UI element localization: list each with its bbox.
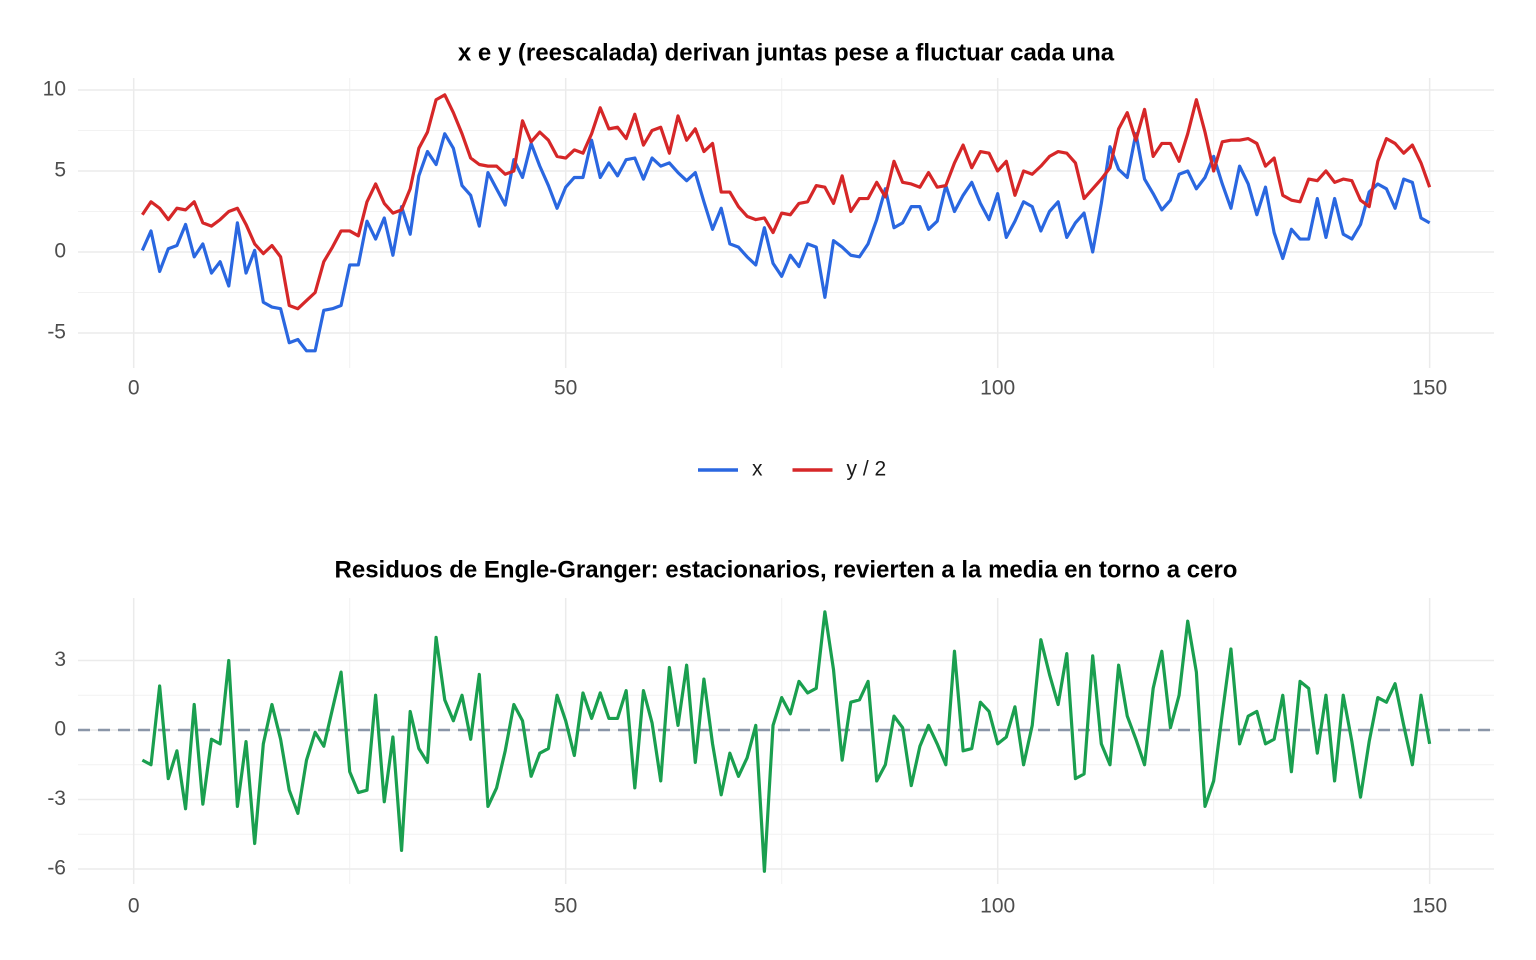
x-tick-label: 0 bbox=[128, 895, 140, 918]
y-tick-label: -3 bbox=[47, 787, 66, 810]
x-tick-label: 150 bbox=[1412, 377, 1447, 400]
series-line bbox=[141, 93, 1432, 311]
x-tick-label: 100 bbox=[980, 377, 1015, 400]
legend-label: y / 2 bbox=[847, 458, 887, 481]
x-tick-label: 50 bbox=[554, 377, 577, 400]
chart-title: x e y (reescalada) derivan juntas pese a… bbox=[458, 39, 1115, 66]
y-tick-label: 5 bbox=[54, 159, 66, 182]
x-tick-label: 0 bbox=[128, 377, 140, 400]
x-tick-label: 50 bbox=[554, 895, 577, 918]
y-tick-label: 10 bbox=[43, 78, 66, 101]
y-tick-label: -5 bbox=[47, 321, 66, 344]
y-tick-label: 3 bbox=[54, 648, 66, 671]
x-tick-label: 150 bbox=[1412, 895, 1447, 918]
series-line bbox=[141, 610, 1432, 873]
y-tick-label: 0 bbox=[54, 240, 66, 263]
legend-label: x bbox=[752, 458, 763, 481]
x-tick-label: 100 bbox=[980, 895, 1015, 918]
y-tick-label: -6 bbox=[47, 856, 66, 879]
chart-title: Residuos de Engle-Granger: estacionarios… bbox=[335, 556, 1238, 583]
y-tick-label: 0 bbox=[54, 718, 66, 741]
